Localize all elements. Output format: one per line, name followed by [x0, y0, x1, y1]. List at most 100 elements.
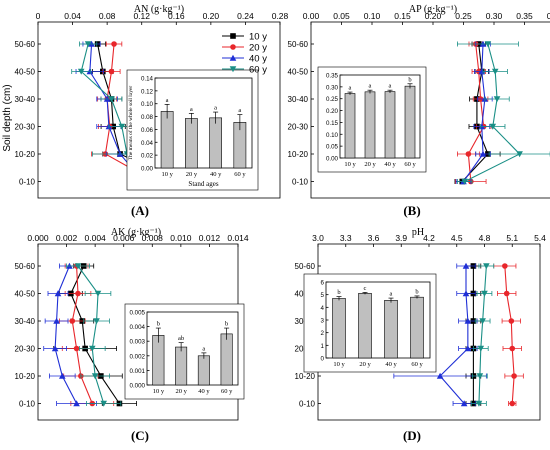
inset-y-tick-label: 0.06 [141, 127, 154, 134]
data-point [493, 96, 501, 103]
data-point [73, 345, 80, 352]
legend-label: 10 y [249, 32, 267, 43]
inset-significance-letter: a [238, 107, 241, 114]
y-tick-label: 0-10 [299, 400, 316, 409]
data-point [476, 373, 484, 380]
inset-bar [332, 298, 346, 359]
data-point [58, 372, 66, 379]
inset-y-tick-label: 0.001 [130, 368, 146, 375]
data-point [477, 345, 485, 352]
data-point [91, 373, 99, 380]
inset-significance-letter: a [390, 291, 393, 298]
inset-x-tick-label: 40 y [198, 388, 210, 395]
inset-bar [364, 91, 376, 159]
series-line [504, 265, 515, 404]
inset-y-tick-label: 0.12 [141, 88, 154, 95]
data-point [93, 318, 100, 325]
panel-c: AK (g·kg⁻¹) 0.000 0.002 0.004 0.006 0.008 0.0… [15, 227, 249, 443]
inset-bar [185, 118, 198, 169]
inset-y-tick-label: 0.02 [141, 153, 154, 160]
series-line [439, 266, 469, 404]
inset-x-tick-label: 20 y [186, 171, 198, 178]
inset-bar [175, 346, 188, 386]
series-10y [53, 263, 137, 407]
inset-y-tick-label: 0.08 [141, 114, 154, 121]
data-point [491, 68, 499, 75]
inset-y-tick-label: 0.004 [130, 324, 146, 331]
y-tick-label: 50-60 [15, 40, 36, 49]
y-tick-label: 20-30 [288, 123, 309, 132]
series-40y [43, 262, 97, 407]
data-point [508, 318, 515, 324]
inset-x-tick-label: 60 y [221, 388, 233, 395]
inset-bar [410, 296, 424, 359]
x-tick-label: 0.30 [486, 11, 503, 21]
y-tick-label: 50-60 [288, 40, 309, 49]
data-point [479, 318, 486, 325]
inset-x-tick-label: 40 y [384, 161, 396, 168]
inset-y-axis-title: The means of the whole soil layer [127, 86, 134, 161]
inset-y-tick-label: 0.05 [326, 144, 339, 151]
inset-bar [152, 335, 165, 386]
x-tick-label: 3.0 [312, 233, 324, 243]
inset-significance-letter: c [364, 285, 367, 292]
inset-bar-chart: 0 1 2 3 4 5 6 b 10 y c 20 y a 40 y b 60 y [303, 273, 437, 373]
y-tick-label: 0-10 [292, 178, 309, 187]
x-tick-label: 4.8 [479, 233, 491, 243]
data-point [484, 41, 492, 48]
inset-significance-letter: b [337, 289, 340, 296]
series-20y [455, 41, 492, 185]
series-line [464, 43, 521, 182]
y-tick-label: 20-30 [15, 345, 36, 354]
x-tick-label: 0.05 [333, 11, 350, 21]
inset-y-tick-label: 6 [321, 280, 325, 287]
inset-y-tick-label: 0.30 [326, 84, 339, 91]
series-line [461, 43, 489, 182]
x-tick-label: 0.002 [56, 233, 78, 243]
series-line [463, 43, 486, 182]
x-tick-label: 5.1 [506, 233, 518, 243]
series-line [89, 43, 144, 182]
data-point [436, 372, 444, 379]
legend-label: 20 y [249, 43, 267, 54]
x-tick-label: 3.3 [340, 233, 352, 243]
inset-bar [384, 300, 398, 359]
inset-y-tick-label: 0.20 [326, 108, 339, 115]
inset-significance-letter: a [389, 83, 392, 90]
inset-x-tick-label: 10 y [333, 361, 345, 368]
inset-bar [220, 333, 233, 386]
data-point [481, 290, 488, 297]
panel-a: AN (g·kg⁻¹) 0 0.04 0.08 0.12 0.16 0.20 0.24 0.2… [15, 4, 289, 218]
inset-significance-letter: a [349, 85, 352, 92]
panel-b-letter: (B) [403, 203, 420, 218]
data-point [483, 263, 490, 270]
x-tick-label: 0.20 [425, 11, 442, 21]
y-tick-label: 0-10 [19, 178, 36, 187]
data-point [462, 290, 470, 297]
data-point [118, 123, 126, 130]
inset-y-tick-label: 0.005 [130, 310, 146, 317]
data-point [465, 151, 472, 157]
series-60y [471, 263, 495, 407]
inset-significance-letter: a [202, 345, 205, 352]
x-tick-label: 0.006 [113, 233, 135, 243]
inset-significance-letter: a [190, 106, 193, 113]
data-point [509, 400, 516, 407]
legend-label: 60 y [249, 65, 267, 76]
inset-x-tick-label: 20 y [175, 388, 187, 395]
y-axis-title: Soil depth (cm) [2, 84, 13, 151]
y-tick-label: 10-20 [295, 372, 316, 381]
inset-y-tick-label: 0.00 [141, 166, 154, 173]
inset-y-tick-label: 0.04 [141, 140, 154, 147]
inset-bar [404, 85, 416, 159]
inset-significance-letter: ab [178, 335, 184, 342]
panel-c-plot: 0.000 0.002 0.004 0.006 0.008 0.010 0.012 0.014… [15, 233, 249, 421]
y-tick-label: 40-50 [15, 290, 36, 299]
x-tick-label: 4.2 [423, 233, 435, 243]
inset-x-axis-title: Stand ages [188, 180, 218, 188]
x-tick-label: 0.008 [142, 233, 164, 243]
panel-d: pH 3.0 3.3 3.6 3.9 4.2 4.5 4.8 5.1 5.4 0-10 10-20 2… [295, 227, 547, 443]
x-tick-label: 3.6 [368, 233, 380, 243]
inset-y-tick-label: 0.10 [141, 101, 154, 108]
inset-x-tick-label: 10 y [153, 388, 165, 395]
